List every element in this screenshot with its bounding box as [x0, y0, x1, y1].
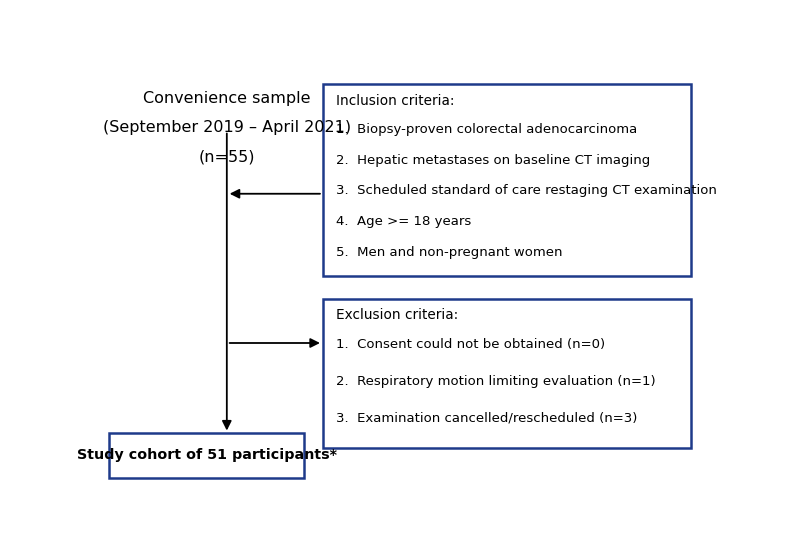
Text: Study cohort of 51 participants*: Study cohort of 51 participants*: [77, 448, 336, 462]
FancyBboxPatch shape: [109, 434, 304, 478]
FancyBboxPatch shape: [323, 85, 691, 276]
Text: (September 2019 – April 2021): (September 2019 – April 2021): [103, 120, 351, 135]
Text: 1.  Consent could not be obtained (n=0): 1. Consent could not be obtained (n=0): [336, 337, 606, 351]
Text: 2.  Respiratory motion limiting evaluation (n=1): 2. Respiratory motion limiting evaluatio…: [336, 375, 656, 388]
Text: 4.  Age >= 18 years: 4. Age >= 18 years: [336, 215, 471, 228]
Text: 3.  Examination cancelled/rescheduled (n=3): 3. Examination cancelled/rescheduled (n=…: [336, 412, 638, 425]
Text: Inclusion criteria:: Inclusion criteria:: [336, 94, 455, 108]
Text: Convenience sample: Convenience sample: [143, 91, 311, 106]
Text: 1.  Biopsy-proven colorectal adenocarcinoma: 1. Biopsy-proven colorectal adenocarcino…: [336, 123, 638, 136]
Text: (n=55): (n=55): [199, 150, 255, 164]
Text: 2.  Hepatic metastases on baseline CT imaging: 2. Hepatic metastases on baseline CT ima…: [336, 154, 650, 167]
FancyBboxPatch shape: [323, 299, 691, 448]
Text: Exclusion criteria:: Exclusion criteria:: [336, 308, 459, 322]
Text: 3.  Scheduled standard of care restaging CT examination: 3. Scheduled standard of care restaging …: [336, 185, 718, 198]
Text: 5.  Men and non-pregnant women: 5. Men and non-pregnant women: [336, 246, 563, 259]
